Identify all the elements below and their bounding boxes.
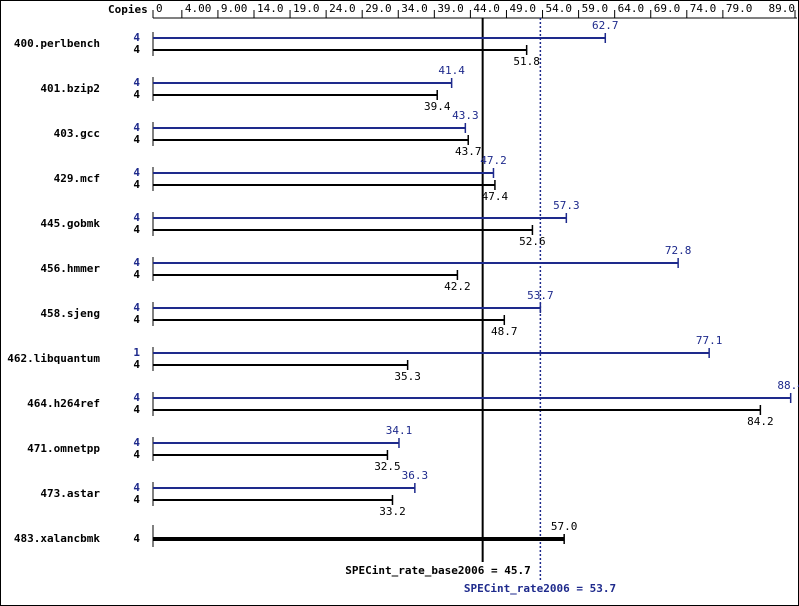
x-tick-label: 29.0 [365, 2, 392, 15]
copies-label: 4 [133, 301, 140, 314]
copies-label: 4 [133, 532, 140, 545]
copies-label: 4 [133, 166, 140, 179]
x-tick-label: 89.0 [769, 2, 796, 15]
copies-label: 4 [133, 256, 140, 269]
category-label: 403.gcc [54, 127, 100, 140]
copies-label: 4 [133, 313, 140, 326]
copies-label: 4 [133, 268, 140, 281]
copies-label: 4 [133, 31, 140, 44]
value-label: 52.6 [519, 235, 546, 248]
x-tick-label: 19.0 [293, 2, 320, 15]
value-label: 33.2 [379, 505, 406, 518]
x-tick-label: 59.0 [582, 2, 609, 15]
reference-label: SPECint_rate_base2006 = 45.7 [345, 564, 530, 577]
value-label: 32.5 [374, 460, 401, 473]
category-label: 456.hmmer [40, 262, 100, 275]
x-tick-label: 44.0 [473, 2, 500, 15]
x-tick-label: 54.0 [546, 2, 573, 15]
value-label: 39.4 [424, 100, 451, 113]
value-label: 43.7 [455, 145, 482, 158]
x-tick-label: 0 [156, 2, 163, 15]
value-label: 62.7 [592, 19, 619, 32]
copies-label: 4 [133, 88, 140, 101]
category-label: 458.sjeng [40, 307, 100, 320]
x-tick-label: 79.0 [726, 2, 753, 15]
category-label: 462.libquantum [7, 352, 100, 365]
value-label: 88.4 [777, 379, 799, 392]
x-tick-label: 9.00 [221, 2, 248, 15]
category-label: 483.xalancbmk [14, 532, 100, 545]
value-label: 43.3 [452, 109, 479, 122]
copies-label: 4 [133, 493, 140, 506]
category-label: 445.gobmk [40, 217, 100, 230]
copies-label: 4 [133, 448, 140, 461]
value-label: 57.0 [551, 520, 578, 533]
copies-label: 4 [133, 133, 140, 146]
copies-label: 4 [133, 76, 140, 89]
axis-label: Copies [108, 3, 148, 16]
reference-label: SPECint_rate2006 = 53.7 [464, 582, 616, 595]
x-tick-label: 69.0 [654, 2, 681, 15]
copies-label: 4 [133, 481, 140, 494]
category-label: 429.mcf [54, 172, 100, 185]
x-tick-label: 4.00 [185, 2, 212, 15]
category-label: 401.bzip2 [40, 82, 100, 95]
copies-label: 1 [133, 346, 140, 359]
value-label: 41.4 [438, 64, 465, 77]
value-label: 42.2 [444, 280, 471, 293]
value-label: 48.7 [491, 325, 518, 338]
category-label: 473.astar [40, 487, 100, 500]
value-label: 36.3 [402, 469, 429, 482]
copies-label: 4 [133, 358, 140, 371]
value-label: 47.2 [480, 154, 507, 167]
copies-label: 4 [133, 43, 140, 56]
x-tick-label: 14.0 [257, 2, 284, 15]
copies-label: 4 [133, 121, 140, 134]
value-label: 72.8 [665, 244, 692, 257]
copies-label: 4 [133, 211, 140, 224]
value-label: 34.1 [386, 424, 413, 437]
x-tick-label: 49.0 [509, 2, 536, 15]
category-label: 400.perlbench [14, 37, 100, 50]
copies-label: 4 [133, 391, 140, 404]
value-label: 57.3 [553, 199, 580, 212]
x-tick-label: 39.0 [437, 2, 464, 15]
x-tick-label: 64.0 [618, 2, 645, 15]
value-label: 35.3 [394, 370, 421, 383]
category-label: 464.h264ref [27, 397, 100, 410]
value-label: 53.7 [527, 289, 554, 302]
copies-label: 4 [133, 403, 140, 416]
category-label: 471.omnetpp [27, 442, 100, 455]
value-label: 84.2 [747, 415, 774, 428]
value-label: 77.1 [696, 334, 723, 347]
copies-label: 4 [133, 223, 140, 236]
value-label: 51.8 [513, 55, 540, 68]
x-tick-label: 34.0 [401, 2, 428, 15]
x-tick-label: 74.0 [690, 2, 717, 15]
copies-label: 4 [133, 436, 140, 449]
value-label: 47.4 [482, 190, 509, 203]
copies-label: 4 [133, 178, 140, 191]
x-tick-label: 24.0 [329, 2, 356, 15]
